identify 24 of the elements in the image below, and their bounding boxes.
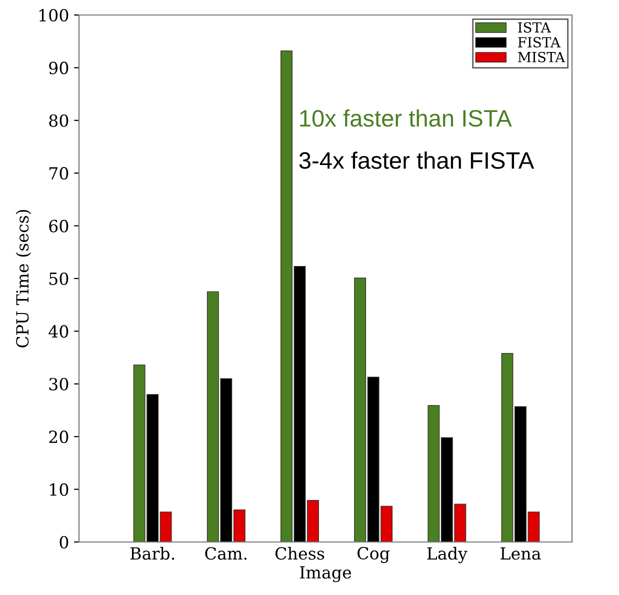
legend-label: MISTA bbox=[518, 52, 566, 62]
y-tick-label: 60 bbox=[49, 220, 68, 232]
y-tick-label: 20 bbox=[49, 430, 68, 444]
legend-label: FISTA bbox=[518, 37, 561, 48]
x-tick-label: Barb. bbox=[130, 546, 174, 560]
y-tick-label: 100 bbox=[40, 8, 68, 22]
x-tick-label: Chess bbox=[275, 546, 324, 560]
x-tick-label: Lady bbox=[427, 546, 468, 564]
y-axis-title: CPU Time (secs) bbox=[16, 210, 32, 348]
y-tick-label: 0 bbox=[60, 536, 68, 549]
y-tick-label: 40 bbox=[48, 325, 68, 338]
annotation: 10x faster than ISTA bbox=[300, 109, 512, 127]
y-tick-label: 80 bbox=[49, 114, 68, 127]
x-axis-title: Image bbox=[300, 566, 352, 582]
annotation: 3-4x faster than FISTA bbox=[299, 152, 534, 169]
y-tick-label: 70 bbox=[49, 167, 68, 180]
x-tick-label: Cam. bbox=[205, 547, 246, 560]
legend-label: ISTA bbox=[518, 22, 551, 33]
y-tick-label: 50 bbox=[49, 272, 68, 286]
x-tick-label: Lena bbox=[500, 547, 541, 560]
y-tick-label: 30 bbox=[49, 378, 68, 390]
y-tick-label: 90 bbox=[49, 62, 68, 74]
y-tick-label: 10 bbox=[50, 483, 68, 496]
x-tick-label: Cog bbox=[358, 546, 390, 563]
